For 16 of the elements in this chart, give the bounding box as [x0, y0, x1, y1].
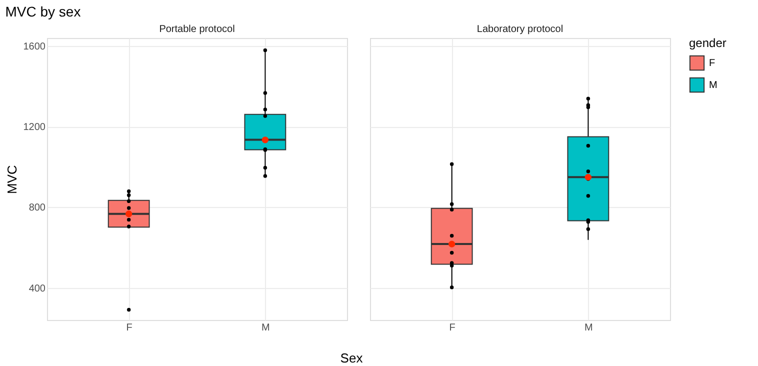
y-tick-label: 1200 — [23, 122, 46, 134]
x-tick-label: F — [126, 322, 132, 334]
y-tick-label: 1600 — [23, 42, 46, 53]
x-tick-label: M — [262, 322, 270, 334]
legend-label: M — [709, 80, 718, 91]
legend-title: gender — [689, 36, 726, 50]
legend-label: F — [709, 58, 716, 69]
y-axis-title: MVC — [4, 165, 20, 194]
chart-subtitle: Laboratory protocol — [476, 24, 564, 35]
y-tick-label: 400 — [28, 283, 46, 294]
x-tick-label: M — [584, 322, 593, 334]
x-tick-label: F — [449, 322, 456, 334]
chart-title: MVC by sex — [5, 4, 81, 20]
x-axis-title: Sex — [340, 350, 364, 366]
y-tick-label: 800 — [28, 202, 46, 214]
chart-subtitle: Portable protocol — [159, 24, 235, 35]
